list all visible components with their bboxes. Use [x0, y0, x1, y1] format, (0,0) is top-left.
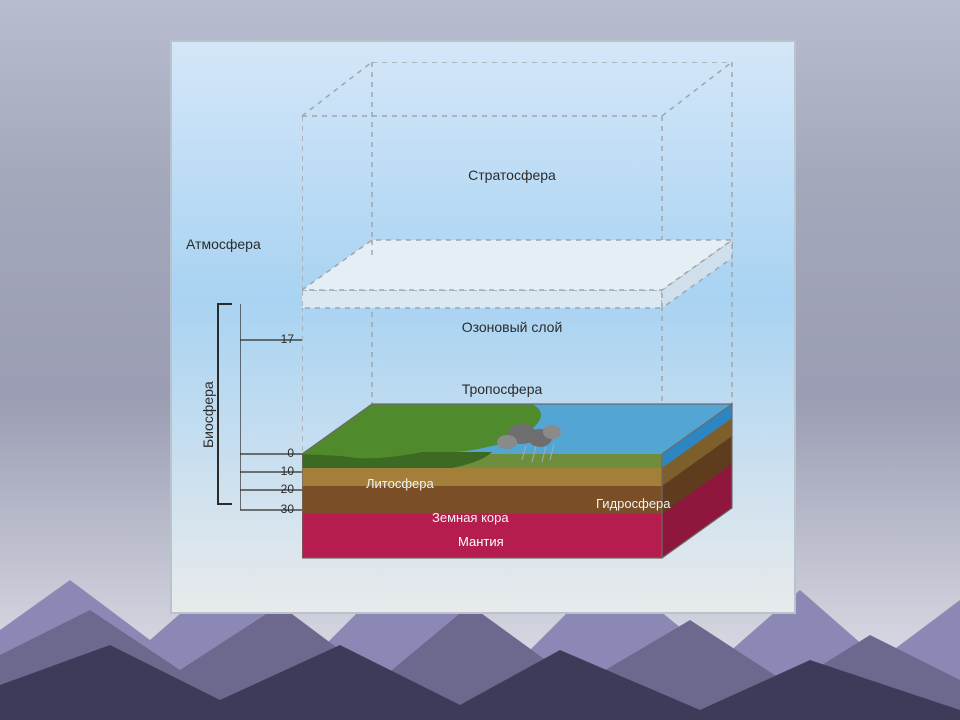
diagram-card: Атмосфера Биосфера 17 0 10 20 30 [170, 40, 796, 614]
label-stratosphere: Стратосфера [468, 167, 556, 183]
label-lithosphere: Литосфера [366, 476, 434, 491]
label-crust: Земная кора [432, 510, 509, 525]
diagram-inner: Атмосфера Биосфера 17 0 10 20 30 [178, 48, 788, 606]
label-ozone: Озоновый слой [462, 319, 563, 335]
slide-background: Атмосфера Биосфера 17 0 10 20 30 [0, 0, 960, 720]
layer-soil [302, 468, 662, 486]
biosphere-bracket [214, 304, 234, 504]
label-troposphere: Тропосфера [462, 381, 543, 397]
scene-svg: Стратосфера Озоновый слой Тропосфера Лит… [302, 62, 742, 602]
label-atmosphere: Атмосфера [186, 236, 261, 252]
scale-lines [240, 304, 310, 534]
earth-layers-scene: Стратосфера Озоновый слой Тропосфера Лит… [302, 62, 742, 598]
label-mantle: Мантия [458, 534, 504, 549]
label-hydrosphere: Гидросфера [596, 496, 671, 511]
